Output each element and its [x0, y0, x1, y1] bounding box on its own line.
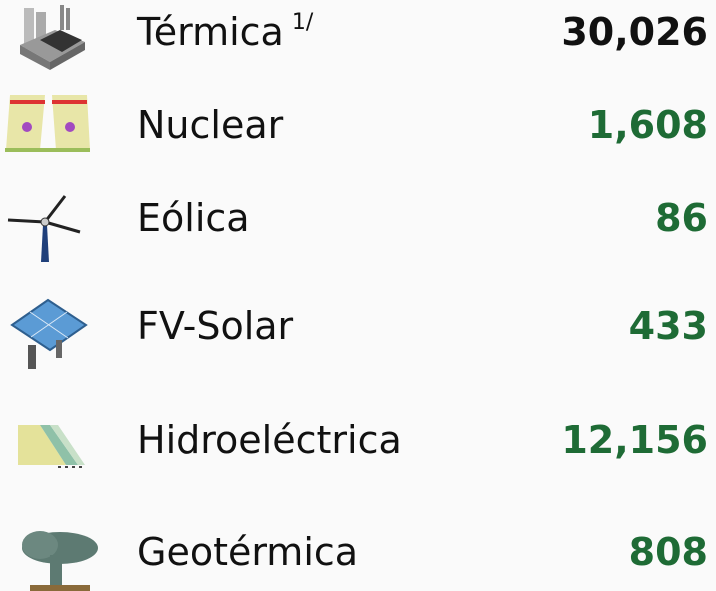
row: Eólica 86 [0, 188, 716, 248]
nuclear-icon [5, 95, 90, 152]
label-text: Hidroeléctrica [137, 418, 402, 462]
row: Nuclear 1,608 [0, 95, 716, 155]
wind-icon [7, 195, 81, 262]
solar-icon [10, 298, 88, 369]
row-label: Térmica 1/ [137, 10, 313, 54]
row-label: Nuclear [137, 103, 283, 147]
thermal-icon [20, 5, 85, 70]
row-label: FV-Solar [137, 304, 293, 348]
row-value: 1,608 [587, 103, 708, 147]
footnote-mark: 1/ [291, 10, 314, 35]
label-text: Eólica [137, 196, 250, 240]
label-text: FV-Solar [137, 304, 294, 348]
row: Hidroeléctrica 12,156 [0, 410, 716, 470]
row-value: 30,026 [561, 10, 708, 54]
geothermal-icon [22, 531, 98, 591]
hydro-icon [18, 425, 85, 468]
row-value: 808 [628, 530, 708, 574]
label-text: Geotérmica [137, 530, 359, 574]
row-label: Hidroeléctrica [137, 418, 402, 462]
row: FV-Solar 433 [0, 296, 716, 356]
row: Geotérmica 808 [0, 522, 716, 582]
label-text: Nuclear [137, 103, 284, 147]
row-label: Geotérmica [137, 530, 358, 574]
label-text: Térmica [137, 10, 284, 54]
row-value: 86 [655, 196, 708, 240]
row-value: 433 [628, 304, 708, 348]
row-value: 12,156 [561, 418, 708, 462]
row-label: Eólica [137, 196, 250, 240]
row: Térmica 1/30,026 [0, 2, 716, 62]
